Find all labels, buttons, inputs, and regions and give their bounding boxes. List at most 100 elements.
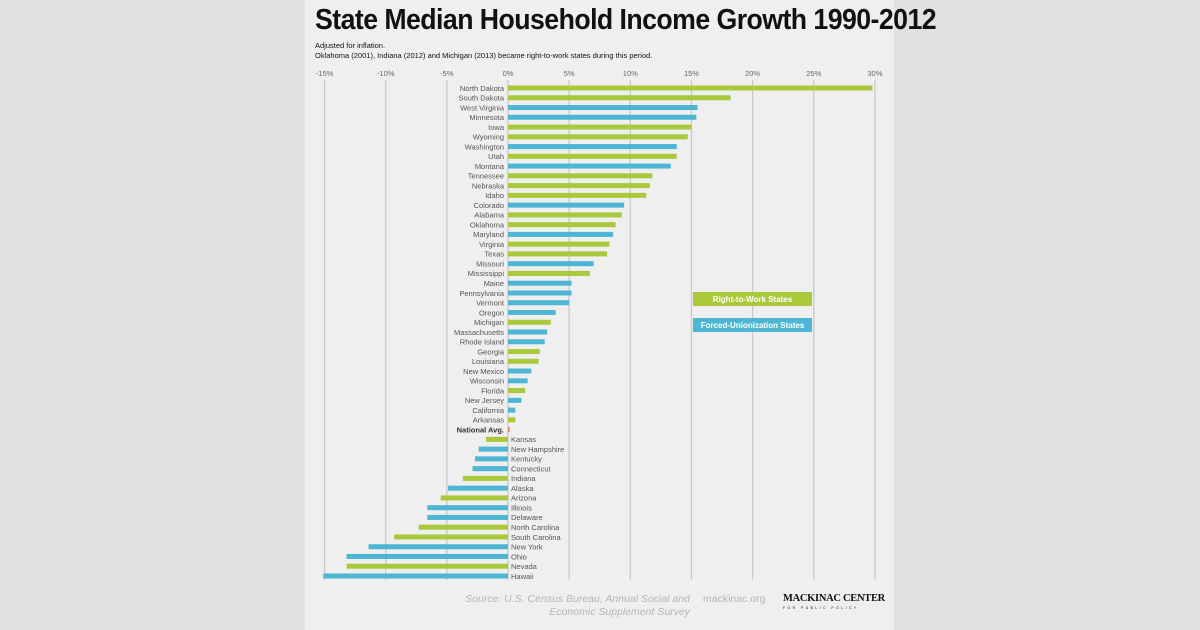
bar-missouri	[508, 261, 594, 267]
bar-michigan	[508, 319, 551, 325]
legend-swatch-fu	[693, 318, 812, 332]
bar-louisiana	[508, 358, 539, 364]
bar-arkansas	[508, 417, 516, 423]
category-label: South Dakota	[459, 94, 505, 103]
category-label: New Jersey	[465, 396, 504, 405]
category-label: Delaware	[511, 513, 543, 522]
category-label: South Carolina	[511, 533, 561, 542]
bar-chart: -15% -10% -5% 0% 5% 10% 15% 20% 25% 30% North Dako…	[316, 69, 883, 581]
category-label: Mississippi	[468, 269, 505, 278]
bar-tennessee	[508, 173, 653, 179]
bar-ohio	[346, 553, 508, 559]
category-label: Alabama	[474, 211, 504, 220]
category-label: Colorado	[474, 201, 504, 210]
bar-new-jersey	[508, 397, 522, 403]
bar-kentucky	[474, 456, 508, 462]
category-label: National Avg.	[457, 425, 504, 434]
category-label: Florida	[481, 386, 505, 395]
category-label: Utah	[488, 152, 504, 161]
category-label: Alaska	[511, 484, 534, 493]
x-tick-label: -15%	[316, 69, 334, 78]
category-label: Illinois	[511, 503, 532, 512]
subtitle-line-2: Oklahoma (2001), Indiana (2012) and Mich…	[315, 51, 653, 60]
bar-arizona	[440, 495, 508, 501]
category-label: Tennessee	[468, 172, 504, 181]
bar-north-carolina	[418, 524, 508, 530]
category-label: Vermont	[476, 299, 505, 308]
legend-swatch-rtw	[693, 292, 812, 306]
category-label: Minnesota	[469, 113, 504, 122]
bar-georgia	[508, 349, 540, 355]
x-tick-label: 25%	[806, 69, 821, 78]
bar-florida	[508, 388, 526, 394]
x-tick-label: 5%	[564, 69, 575, 78]
bar-mississippi	[508, 270, 590, 276]
category-label: Maine	[484, 279, 504, 288]
bar-nevada	[346, 563, 508, 569]
bar-west-virginia	[508, 105, 698, 111]
bar-new-hampshire	[478, 446, 508, 452]
bar-alabama	[508, 212, 622, 218]
bar-illinois	[427, 505, 508, 511]
bar-indiana	[462, 475, 508, 481]
bar-north-dakota	[508, 85, 873, 91]
bar-new-york	[368, 544, 508, 550]
category-label: West Virginia	[460, 103, 505, 112]
bar-wyoming	[508, 134, 688, 140]
bar-nebraska	[508, 183, 650, 189]
category-label: Texas	[484, 250, 504, 259]
bar-colorado	[508, 202, 625, 208]
category-label: Oklahoma	[470, 220, 505, 229]
category-label: Indiana	[511, 474, 536, 483]
category-label: New York	[511, 543, 543, 552]
bar-south-carolina	[394, 534, 508, 540]
x-tick-label: 0%	[503, 69, 514, 78]
category-label: Oregon	[479, 308, 504, 317]
infographic-panel: State Median Household Income Growth 199…	[305, 0, 937, 630]
category-label: Michigan	[474, 318, 504, 327]
category-label: Virginia	[479, 240, 505, 249]
bar-national-avg-	[508, 427, 510, 433]
category-label: Iowa	[488, 123, 505, 132]
bar-washington	[508, 144, 677, 150]
category-label: Nevada	[511, 562, 538, 571]
bar-oklahoma	[508, 222, 616, 228]
bar-new-mexico	[508, 368, 532, 374]
x-tick-label: 15%	[684, 69, 699, 78]
bar-delaware	[427, 514, 508, 520]
mackinac-center-logo: MACKINAC CENTER FOR PUBLIC POLICY	[783, 588, 885, 612]
legend-label: Right-to-Work States	[713, 295, 793, 304]
category-label: Arizona	[511, 494, 537, 503]
x-tick-label: 30%	[867, 69, 882, 78]
bar-maryland	[508, 231, 614, 237]
category-label: North Dakota	[460, 84, 505, 93]
bar-rhode-island	[508, 339, 545, 345]
logo-text: MACKINAC CENTER	[783, 593, 885, 604]
bar-oregon	[508, 309, 556, 315]
bar-montana	[508, 163, 671, 169]
source-line-1: Source: U.S. Census Bureau, Annual Socia…	[465, 593, 690, 605]
bar-utah	[508, 153, 677, 159]
category-label: Montana	[475, 162, 505, 171]
chart-title: State Median Household Income Growth 199…	[315, 4, 937, 36]
bar-alaska	[448, 485, 508, 491]
bar-texas	[508, 251, 608, 257]
source-line-2: Economic Supplement Survey	[549, 606, 690, 618]
category-label: Maryland	[473, 230, 504, 239]
category-label: Idaho	[485, 191, 504, 200]
bar-kansas	[485, 436, 508, 442]
category-label: Georgia	[477, 347, 505, 356]
site-link[interactable]: mackinac.org	[703, 593, 766, 605]
x-tick-label: 10%	[623, 69, 638, 78]
category-label: Missouri	[476, 259, 504, 268]
source-note: Source: U.S. Census Bureau, Annual Socia…	[425, 593, 690, 619]
category-label: New Hampshire	[511, 445, 564, 454]
bar-idaho	[508, 192, 647, 198]
x-tick-label: 20%	[745, 69, 760, 78]
bar-connecticut	[472, 466, 508, 472]
category-label: Ohio	[511, 552, 527, 561]
category-label: Rhode Island	[460, 338, 504, 347]
bar-virginia	[508, 241, 610, 247]
bar-massachusetts	[508, 329, 548, 335]
category-label: Pennsylvania	[459, 289, 504, 298]
